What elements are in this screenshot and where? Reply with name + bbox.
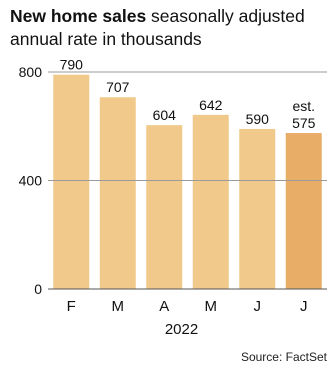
data-label-prefix-5: est.: [292, 98, 315, 114]
x-tick-label-3: M: [205, 298, 218, 315]
data-label-3: 642: [199, 97, 223, 113]
data-label-2: 604: [153, 107, 177, 123]
y-tick-label-1: 400: [19, 173, 43, 189]
bar-2: [146, 125, 183, 289]
x-tick-label-4: J: [254, 298, 262, 315]
bar-4: [239, 128, 276, 289]
data-label-4: 590: [246, 111, 270, 127]
bar-3: [192, 114, 229, 289]
data-label-1: 707: [106, 79, 130, 95]
chart-title-main: New home sales: [10, 6, 147, 26]
chart-subtitle: seasonally adjusted annual rate in thous…: [10, 6, 305, 49]
x-tick-label-1: M: [112, 298, 125, 315]
bar-1: [99, 97, 136, 289]
data-label-0: 790: [60, 57, 84, 73]
x-tick-label-2: A: [159, 298, 169, 315]
x-axis-label: 2022: [165, 321, 198, 338]
chart-title: New home sales seasonally adjusted annua…: [10, 5, 325, 51]
x-tick-label-5: J: [300, 298, 308, 315]
y-tick-label-0: 0: [34, 281, 42, 297]
data-label-5: 575: [292, 115, 316, 131]
bar-5: [285, 133, 322, 289]
source-note: Source: FactSet: [240, 350, 327, 364]
bar-0: [53, 74, 90, 290]
y-tick-label-2: 800: [19, 64, 43, 80]
x-tick-label-0: F: [67, 298, 76, 315]
